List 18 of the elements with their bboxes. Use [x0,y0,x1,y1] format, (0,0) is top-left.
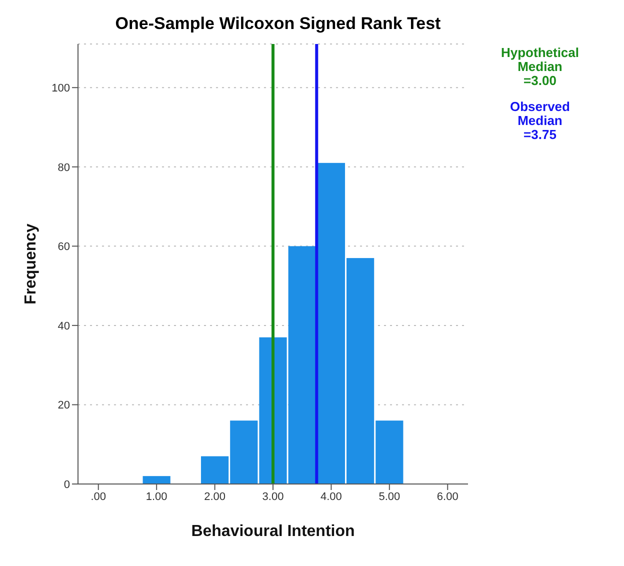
x-tick-label: 6.00 [436,490,458,503]
x-axis-title: Behavioural Intention [191,523,355,540]
y-tick-label: 0 [64,478,70,491]
y-axis-title: Frequency [22,223,40,304]
y-tick-label: 20 [58,400,70,412]
ref-line-label: Observed Median =3.75 [509,99,571,142]
x-tick-label: 5.00 [378,490,400,503]
chart-title: One-Sample Wilcoxon Signed Rank Test [114,13,442,34]
x-tick-label: 2.00 [204,490,226,503]
x-tick-label: 4.00 [320,490,342,503]
x-tick-label: 1.00 [146,490,168,503]
x-tick-label: 3.00 [262,490,284,503]
y-tick-label: 40 [58,320,70,332]
y-tick-label: 100 [52,82,70,95]
x-tick-label: .00 [90,490,106,503]
y-tick-label: 80 [58,162,70,174]
y-tick-label: 60 [58,241,70,254]
ref-line-label: Hypothetical Median =3.00 [500,45,580,88]
